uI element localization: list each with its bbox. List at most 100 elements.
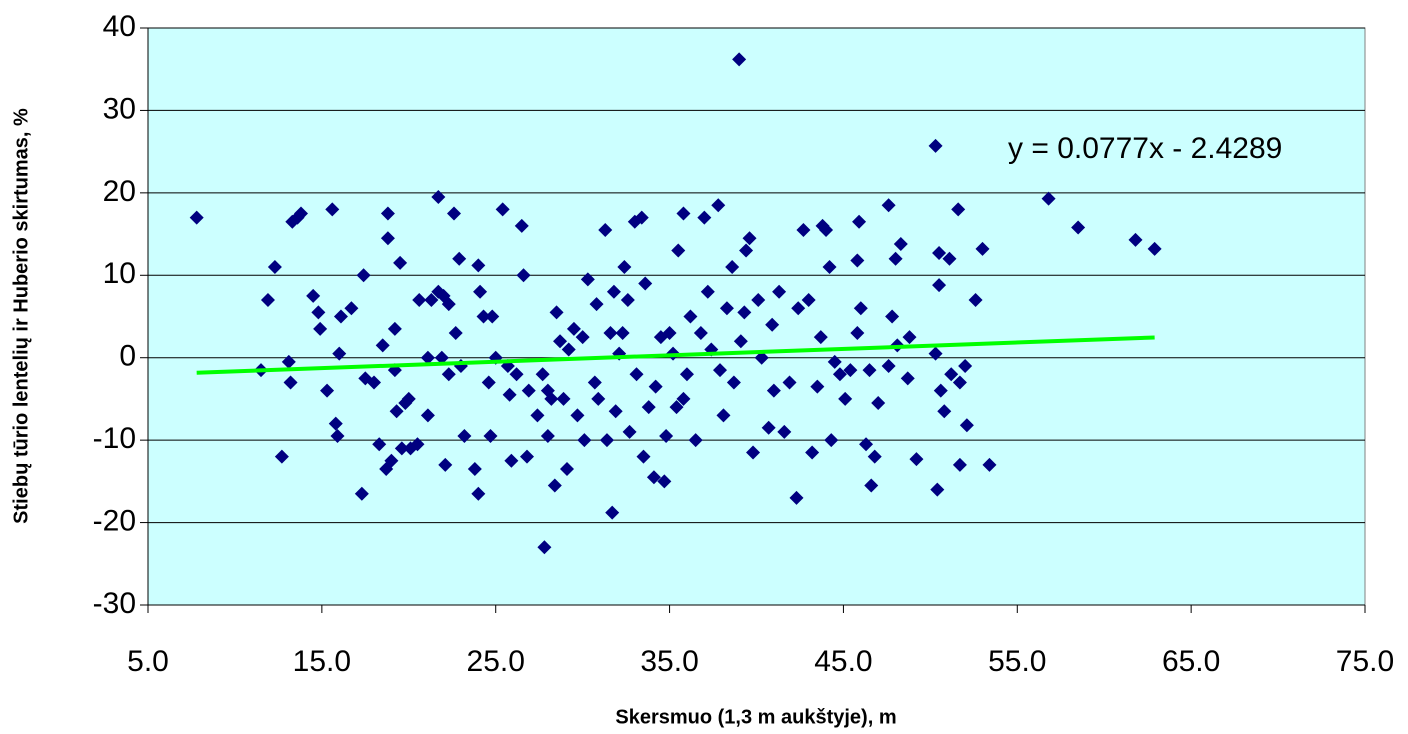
point [622, 424, 637, 439]
point [389, 404, 404, 419]
point [274, 449, 289, 464]
point [387, 321, 402, 336]
point [765, 317, 780, 332]
point [354, 486, 369, 501]
point [933, 383, 948, 398]
point [952, 375, 967, 390]
point [603, 325, 618, 340]
point [676, 206, 691, 221]
y-tick-label: 0 [119, 340, 136, 373]
point [853, 301, 868, 316]
point [766, 383, 781, 398]
point [380, 231, 395, 246]
point [311, 305, 326, 320]
point [587, 375, 602, 390]
point [467, 461, 482, 476]
point [746, 445, 761, 460]
plot-area [147, 27, 1366, 606]
point [782, 375, 797, 390]
point [556, 391, 571, 406]
point [1041, 191, 1056, 206]
point [881, 358, 896, 373]
point [716, 408, 731, 423]
point [283, 375, 298, 390]
point [772, 284, 787, 299]
point [859, 437, 874, 452]
point [1147, 241, 1162, 256]
point [540, 429, 555, 444]
point [754, 350, 769, 365]
point [648, 379, 663, 394]
x-tick-label: 35.0 [640, 645, 698, 678]
point [380, 206, 395, 221]
point [424, 293, 439, 308]
x-tick-label: 65.0 [1162, 645, 1220, 678]
point [420, 350, 435, 365]
x-tick-label: 25.0 [467, 645, 525, 678]
point [330, 429, 345, 444]
point [641, 400, 656, 415]
point [393, 255, 408, 270]
point [410, 437, 425, 452]
point [951, 202, 966, 217]
point [864, 478, 879, 493]
point [471, 258, 486, 273]
point [893, 236, 908, 251]
point [267, 260, 282, 275]
point [485, 309, 500, 324]
point [367, 375, 382, 390]
y-tick-label: 40 [103, 10, 136, 43]
point [471, 486, 486, 501]
point [483, 429, 498, 444]
point [356, 268, 371, 283]
point [509, 367, 524, 382]
point [448, 325, 463, 340]
point [805, 445, 820, 460]
point [189, 210, 204, 225]
point [850, 253, 865, 268]
point [504, 453, 519, 468]
point [942, 251, 957, 266]
point [446, 206, 461, 221]
point [636, 449, 651, 464]
point [502, 387, 517, 402]
point [452, 251, 467, 266]
point [871, 396, 886, 411]
point [476, 309, 491, 324]
point [577, 433, 592, 448]
point [850, 325, 865, 340]
point [796, 222, 811, 237]
point [589, 297, 604, 312]
point [332, 346, 347, 361]
point [832, 367, 847, 382]
point [620, 293, 635, 308]
point [982, 457, 997, 472]
point [566, 321, 581, 336]
point [591, 391, 606, 406]
point [732, 52, 747, 67]
point [325, 202, 340, 217]
point [535, 367, 550, 382]
point [495, 202, 510, 217]
trendline [196, 335, 1155, 375]
point [412, 293, 427, 308]
point [561, 342, 576, 357]
point [662, 325, 677, 340]
point [813, 330, 828, 345]
point [761, 420, 776, 435]
point [726, 375, 741, 390]
x-tick-label: 55.0 [988, 645, 1046, 678]
point [827, 354, 842, 369]
point [281, 354, 296, 369]
point [333, 309, 348, 324]
x-tick-label: 5.0 [127, 645, 169, 678]
point [514, 218, 529, 233]
x-axis-title: Skersmuo (1,3 m aukštyje), m [615, 706, 896, 728]
point [516, 268, 531, 283]
point [843, 363, 858, 378]
point [737, 305, 752, 320]
point [646, 470, 661, 485]
point [549, 305, 564, 320]
point [306, 288, 321, 303]
point [431, 189, 446, 204]
